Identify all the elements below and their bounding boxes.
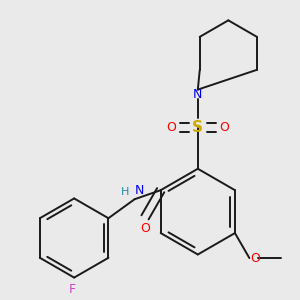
Text: O: O bbox=[140, 222, 150, 235]
Text: N: N bbox=[135, 184, 144, 197]
Text: N: N bbox=[193, 88, 203, 101]
Text: O: O bbox=[167, 121, 176, 134]
Text: O: O bbox=[250, 252, 260, 265]
Text: H: H bbox=[120, 187, 129, 197]
Text: O: O bbox=[219, 121, 229, 134]
Text: F: F bbox=[69, 284, 76, 296]
Text: S: S bbox=[192, 120, 203, 135]
